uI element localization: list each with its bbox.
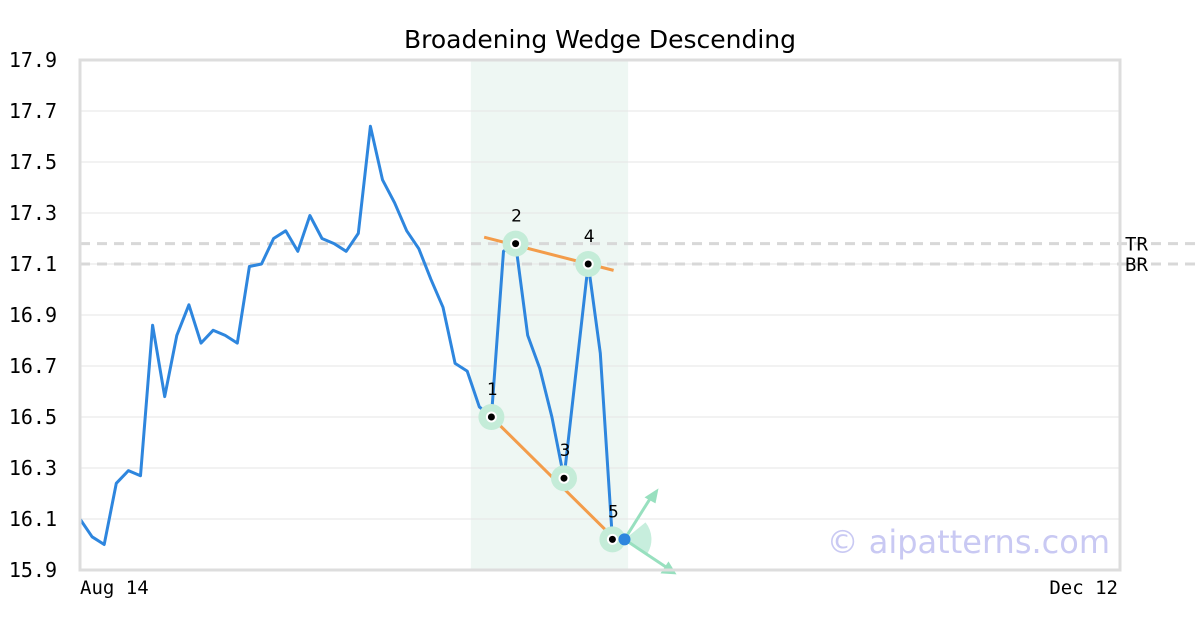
y-tick-label: 16.1 xyxy=(9,507,57,531)
plot-frame xyxy=(78,58,1122,572)
pattern-point-label: 4 xyxy=(584,227,595,247)
x-tick-label: Dec 12 xyxy=(1049,577,1118,599)
y-tick-label: 17.7 xyxy=(9,99,57,123)
y-tick-label: 17.9 xyxy=(9,48,57,72)
arrow-down-right xyxy=(623,538,668,569)
breakout-sector xyxy=(624,522,652,554)
y-tick-label: 16.7 xyxy=(9,354,57,378)
frame-layer xyxy=(78,58,1122,572)
price-line xyxy=(78,124,625,546)
y-tick-label: 17.1 xyxy=(9,252,57,276)
pattern-point-4 xyxy=(584,260,592,268)
chart-title: Broadening Wedge Descending xyxy=(404,25,796,54)
y-tick-label: 16.5 xyxy=(9,405,57,429)
pattern-point-label: 5 xyxy=(608,502,619,522)
watermark: © aipatterns.com xyxy=(827,523,1110,561)
pattern-point-label: 3 xyxy=(560,441,571,461)
level-label-tr: TR xyxy=(1125,234,1148,256)
y-tick-label: 17.5 xyxy=(9,150,57,174)
y-tick-label: 17.3 xyxy=(9,201,57,225)
series-layer xyxy=(78,124,625,546)
pattern-point-label: 1 xyxy=(487,380,498,400)
axis-layer: 15.9 16.1 16.3 16.5 16.7 16.9 17.1 17.3 17.5 17.7… xyxy=(9,48,1118,599)
y-tick-label: 16.9 xyxy=(9,303,57,327)
level-label-br: BR xyxy=(1125,254,1148,276)
trendline-lower xyxy=(490,415,612,536)
pattern-point-5 xyxy=(608,535,616,543)
arrow-up-right xyxy=(623,495,653,541)
y-tick-label: 15.9 xyxy=(9,558,57,582)
arrow-up-right-head xyxy=(644,488,659,504)
pattern-layer: 1 2 3 4 5 xyxy=(478,207,677,575)
x-tick-label: Aug 14 xyxy=(80,577,149,599)
pattern-point-3 xyxy=(560,474,568,482)
pattern-point-2 xyxy=(512,240,520,248)
pattern-point-label: 2 xyxy=(511,207,522,227)
pattern-point-1 xyxy=(487,413,495,421)
breakout-dot xyxy=(618,533,631,546)
y-tick-label: 16.3 xyxy=(9,456,57,480)
